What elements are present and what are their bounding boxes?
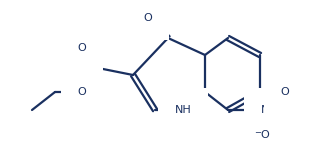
Text: O: O <box>261 130 269 140</box>
Text: −: − <box>254 128 261 137</box>
Text: O: O <box>78 87 86 97</box>
Text: O: O <box>280 87 289 97</box>
Text: N: N <box>261 105 269 115</box>
Text: +: + <box>269 102 276 111</box>
Text: NH: NH <box>175 105 191 115</box>
Text: O: O <box>78 43 86 53</box>
Text: O: O <box>144 13 152 23</box>
